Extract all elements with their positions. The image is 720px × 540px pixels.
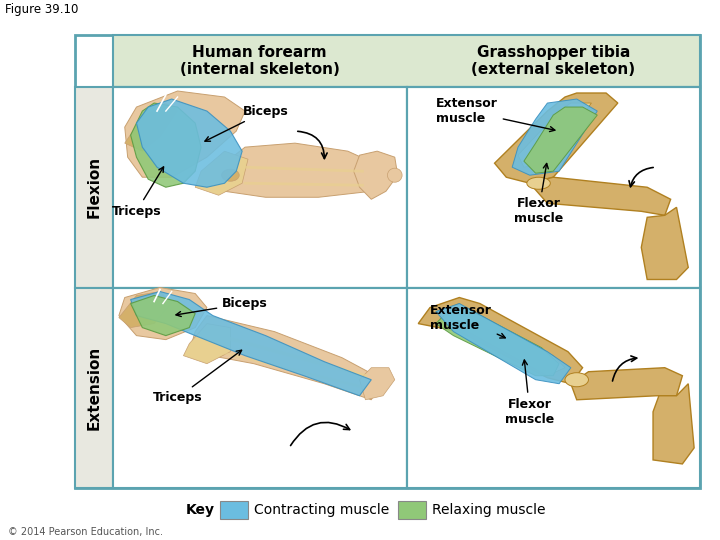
Text: Extensor
muscle: Extensor muscle [430, 303, 505, 338]
Polygon shape [530, 177, 670, 215]
Bar [75, 87, 113, 287]
Polygon shape [418, 298, 582, 384]
Text: Biceps: Biceps [205, 105, 289, 141]
Text: Extension: Extension [86, 346, 102, 430]
Ellipse shape [222, 169, 239, 181]
Polygon shape [354, 151, 397, 199]
Text: Human forearm
(internal skeleton): Human forearm (internal skeleton) [180, 45, 340, 77]
Text: Relaxing muscle: Relaxing muscle [432, 503, 546, 517]
Bar [113, 287, 407, 488]
Polygon shape [653, 384, 694, 464]
Polygon shape [436, 308, 559, 376]
Polygon shape [512, 99, 598, 175]
Polygon shape [130, 295, 195, 336]
Polygon shape [125, 103, 178, 151]
Polygon shape [119, 287, 207, 340]
Bar [75, 35, 700, 488]
Polygon shape [436, 303, 571, 384]
Polygon shape [495, 93, 618, 183]
Text: Flexor
muscle: Flexor muscle [505, 360, 554, 426]
Text: Triceps: Triceps [153, 350, 242, 404]
Ellipse shape [565, 373, 588, 387]
Text: Extensor
muscle: Extensor muscle [436, 97, 555, 132]
Bar [75, 287, 113, 488]
Bar [407, 287, 700, 488]
Polygon shape [359, 368, 395, 400]
FancyBboxPatch shape [220, 501, 248, 519]
Text: Flexion: Flexion [86, 156, 102, 218]
Text: Key: Key [186, 503, 215, 517]
Polygon shape [518, 103, 591, 167]
Text: Grasshopper tibia
(external skeleton): Grasshopper tibia (external skeleton) [471, 45, 635, 77]
Polygon shape [137, 99, 242, 187]
Ellipse shape [527, 177, 550, 189]
Polygon shape [130, 103, 201, 187]
Polygon shape [119, 292, 171, 328]
Bar [113, 87, 407, 287]
Text: Triceps: Triceps [112, 167, 163, 218]
Polygon shape [225, 143, 383, 197]
Polygon shape [195, 151, 248, 195]
Polygon shape [436, 303, 565, 376]
Text: Biceps: Biceps [176, 297, 268, 316]
Bar [407, 87, 700, 287]
Polygon shape [642, 207, 688, 280]
Text: Flexor
muscle: Flexor muscle [514, 164, 563, 225]
Bar [113, 35, 700, 87]
FancyBboxPatch shape [398, 501, 426, 519]
Polygon shape [189, 315, 383, 400]
Polygon shape [130, 292, 372, 396]
Text: © 2014 Pearson Education, Inc.: © 2014 Pearson Education, Inc. [8, 527, 163, 537]
Polygon shape [571, 368, 683, 400]
Polygon shape [125, 91, 245, 177]
Text: Figure 39.10: Figure 39.10 [5, 3, 78, 16]
Ellipse shape [387, 168, 402, 182]
Text: Contracting muscle: Contracting muscle [254, 503, 390, 517]
Polygon shape [184, 323, 230, 364]
Polygon shape [524, 107, 598, 173]
